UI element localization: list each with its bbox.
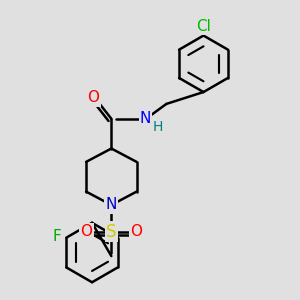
Text: N: N <box>140 111 151 126</box>
Text: N: N <box>106 197 117 212</box>
Text: Cl: Cl <box>196 19 211 34</box>
Text: H: H <box>153 120 163 134</box>
Text: O: O <box>130 224 142 239</box>
Text: F: F <box>52 229 61 244</box>
Text: S: S <box>106 223 117 241</box>
Text: O: O <box>88 91 100 106</box>
Text: O: O <box>80 224 92 239</box>
